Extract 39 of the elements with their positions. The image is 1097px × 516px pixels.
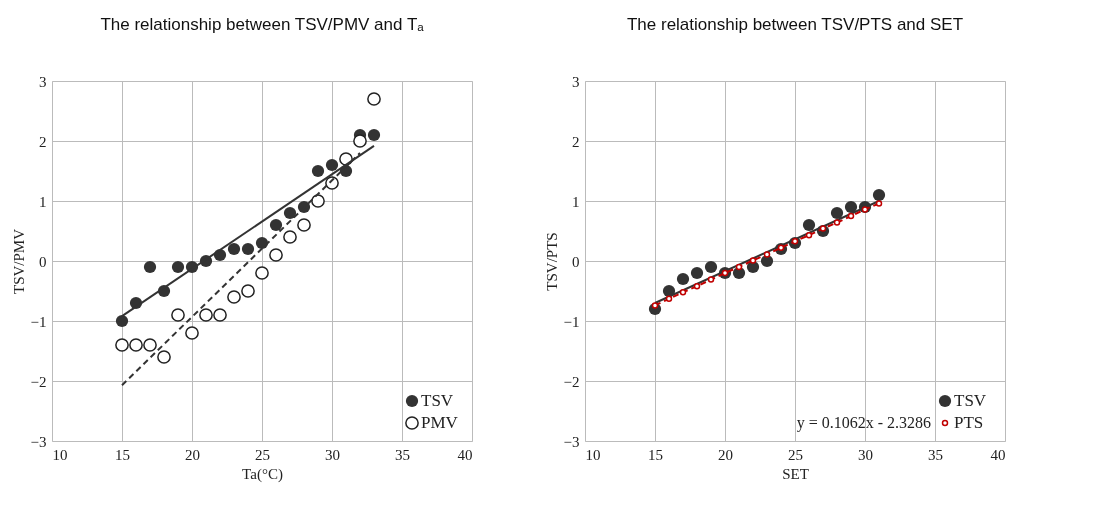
y-tick-label: 0 <box>572 253 580 270</box>
y-tick-label: 3 <box>39 73 47 90</box>
x-tick-label: 40 <box>457 446 473 463</box>
x-axis-title: Ta(°C) <box>242 465 283 483</box>
y-tick-label: 2 <box>39 133 47 150</box>
legend-label: TSV <box>421 391 454 410</box>
x-tick-label: 25 <box>788 446 803 463</box>
x-tick-label: 10 <box>585 446 601 463</box>
x-tick-label: 30 <box>858 446 873 463</box>
y-tick-label: 0 <box>39 253 47 270</box>
x-tick-label: 10 <box>52 446 68 463</box>
x-tick-label: 15 <box>115 446 130 463</box>
y-tick-label: 2 <box>572 133 580 150</box>
x-tick-label: 40 <box>990 446 1006 463</box>
x-axis-title: SET <box>782 465 809 482</box>
y-tick-label: 1 <box>572 193 580 210</box>
chart-title: The relationship between TSV/PTS and SET <box>626 15 964 34</box>
y-axis-title: TSV/PTS <box>543 232 560 291</box>
y-tick-label: 1 <box>39 193 47 210</box>
chart-title: The relationship between TSV/PMV and Tₐ <box>100 15 425 34</box>
x-tick-label: 20 <box>718 446 733 463</box>
x-tick-label: 35 <box>395 446 410 463</box>
x-tick-label: 30 <box>325 446 340 463</box>
y-tick-label: −2 <box>563 373 580 390</box>
y-tick-label: −1 <box>30 313 47 330</box>
y-tick-label: −3 <box>30 433 47 450</box>
annotation: y = 0.1062x - 2.3286 <box>796 414 931 432</box>
y-tick-label: 3 <box>572 73 580 90</box>
legend-label: PMV <box>421 413 459 432</box>
x-tick-label: 35 <box>928 446 943 463</box>
x-tick-label: 20 <box>185 446 200 463</box>
y-axis-title: TSV/PMV <box>10 228 27 295</box>
y-tick-label: −1 <box>563 313 580 330</box>
legend-label: TSV <box>954 391 987 410</box>
y-tick-label: −2 <box>30 373 47 390</box>
x-tick-label: 25 <box>255 446 270 463</box>
x-tick-label: 15 <box>648 446 663 463</box>
legend-label: PTS <box>954 413 984 432</box>
y-tick-label: −3 <box>563 433 580 450</box>
